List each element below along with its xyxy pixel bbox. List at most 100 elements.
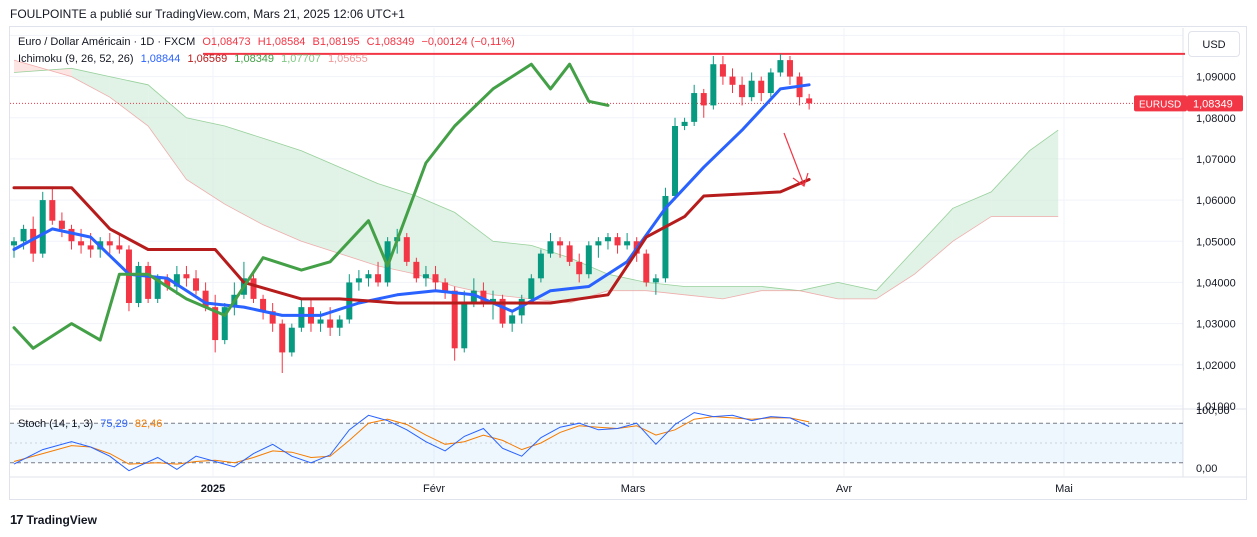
candle (729, 68, 736, 94)
candle (355, 270, 362, 291)
stoch-k-line (13, 412, 810, 472)
candle-body (422, 274, 429, 279)
candle (193, 270, 200, 295)
stoch-tick-label: 0,00 (1196, 463, 1217, 475)
candle-body (672, 125, 679, 196)
change-value: −0,00124 (−0,11%) (421, 36, 515, 48)
stoch-tick-label: 100,00 (1196, 405, 1230, 417)
candle (58, 212, 65, 238)
candle-body (183, 274, 190, 279)
currency-button[interactable]: USD (1188, 31, 1240, 57)
cloud-segment (1029, 130, 1059, 217)
cloud-segment (876, 249, 915, 299)
senkou-span-b-line (13, 59, 1059, 304)
candle (719, 55, 726, 85)
candle-body (490, 298, 496, 304)
candle-body (39, 200, 46, 254)
candle (681, 117, 688, 131)
candle (413, 257, 420, 283)
cloud-segment (837, 282, 877, 299)
low-value: B1,08195 (312, 36, 360, 48)
candle-body (403, 237, 410, 262)
candle-body (336, 319, 343, 328)
candle-body (499, 298, 506, 324)
candle-body (767, 72, 774, 94)
time-tick-label: Mai (1055, 483, 1073, 495)
ichimoku-label[interactable]: Ichimoku (9, 26, 52, 26) (18, 53, 134, 65)
cloud-segment (991, 150, 1030, 217)
candle-body (700, 93, 707, 106)
candle-body (298, 307, 305, 328)
symbol-label[interactable]: Euro / Dollar Américain · 1D · FXCM (18, 36, 196, 48)
candle (365, 270, 372, 287)
cloud-segment (109, 76, 149, 126)
candle-body (729, 76, 736, 85)
candle-body (365, 274, 372, 279)
candle-body (164, 278, 171, 287)
ichimoku-kijun-value: 1,06569 (187, 53, 228, 65)
candle (566, 241, 573, 266)
cloud-segment (148, 84, 187, 180)
arrow-head (792, 172, 809, 187)
close-value: C1,08349 (366, 36, 415, 48)
candle (183, 265, 190, 287)
candle-body (758, 80, 765, 94)
cloud-segment (71, 68, 110, 98)
ichimoku-tenkan-value: 1,08844 (140, 53, 181, 65)
candle-body (125, 249, 132, 304)
candle (442, 278, 449, 299)
candle-body (461, 303, 468, 349)
candle (78, 228, 85, 254)
candle-body (786, 60, 793, 77)
cloud-segment (224, 125, 264, 225)
candle (11, 237, 17, 258)
candle-body (480, 290, 487, 304)
stoch-label[interactable]: Stoch (14, 1, 3) (18, 418, 94, 430)
candle-body (585, 245, 592, 275)
candle-body (49, 200, 56, 221)
candle-body (413, 261, 420, 279)
candle (796, 72, 803, 106)
price-axis: 1,100001,090001,080001,070001,060001,050… (1196, 30, 1236, 413)
price-tag-symbol: EURUSD (1139, 99, 1181, 110)
ohlc-legend: Euro / Dollar Américain · 1D · FXCM O1,0… (18, 36, 519, 48)
arrow-shaft (783, 132, 805, 186)
candle (786, 55, 793, 85)
time-tick-label: Févr (423, 483, 445, 495)
candle-body (566, 245, 573, 262)
price-tag: EURUSD 1,08349 (1134, 95, 1243, 112)
candle-body (652, 278, 659, 283)
candle (806, 93, 813, 110)
time-axis: 2025 Févr Mars Avr Mai (201, 483, 1073, 495)
candle-body (193, 278, 200, 291)
candle (700, 88, 707, 118)
candle (624, 233, 631, 250)
candle (557, 237, 564, 258)
candle (652, 274, 659, 295)
candle-body (777, 60, 784, 73)
candle (585, 241, 592, 279)
cloud-segment (186, 117, 225, 205)
open-value: O1,08473 (202, 36, 251, 48)
candle (250, 274, 257, 304)
cloud-segment (454, 212, 493, 295)
candle-body (442, 282, 449, 291)
candle-body (604, 237, 611, 242)
ichimoku-chikou-line (12, 62, 610, 350)
candle (125, 245, 132, 312)
ichimoku-kijun-line (12, 178, 811, 305)
price-tick-label: 1,07000 (1196, 154, 1236, 166)
candle-body (87, 245, 94, 250)
price-tick-label: 1,05000 (1196, 236, 1236, 248)
cloud-segment (301, 150, 340, 254)
candle-body (30, 228, 37, 254)
candle-body (557, 241, 564, 246)
candle-body (739, 84, 746, 98)
candle-body (643, 253, 650, 283)
candle (39, 191, 46, 258)
candle (269, 303, 276, 332)
candle (758, 76, 765, 102)
candle-body (528, 278, 535, 299)
cloud-segment (416, 195, 455, 287)
